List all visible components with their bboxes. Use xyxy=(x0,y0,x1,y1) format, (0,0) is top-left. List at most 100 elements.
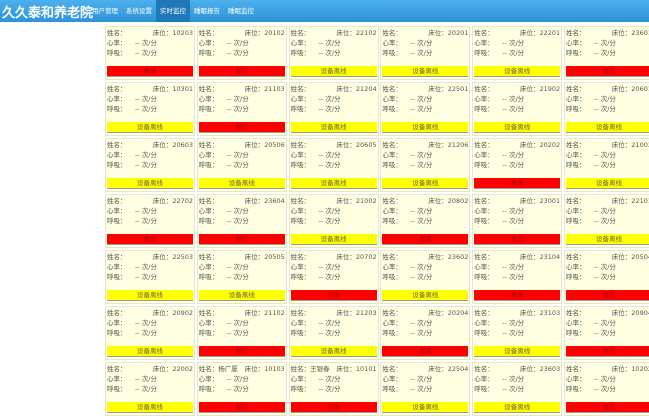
nav-item-0[interactable]: 用户管理 xyxy=(92,7,118,15)
bed-card[interactable]: 姓名： 床位：21203 心率： -- 次/分 呼吸： -- 次/分 设备离线 xyxy=(288,306,379,360)
name-label: 姓名： xyxy=(290,253,311,261)
bed-card[interactable]: 姓名： 床位：23601 心率： -- 次/分 呼吸： -- 次/分 离床 xyxy=(563,26,649,80)
heart-rate: -- 次/分 xyxy=(410,319,433,327)
bed-card[interactable]: 姓名： 床位：20603 心率： -- 次/分 呼吸： -- 次/分 设备离线 xyxy=(105,138,195,192)
name-label: 姓名： xyxy=(382,197,402,205)
bed-card[interactable]: 姓名： 床位：21102 心率： -- 次/分 呼吸： -- 次/分 离床 xyxy=(196,306,287,360)
name-label: 姓名： xyxy=(565,141,586,149)
breath-label: 呼吸： xyxy=(565,105,586,113)
name-label: 姓名： xyxy=(565,365,586,373)
heart-rate: -- 次/分 xyxy=(410,375,433,383)
bed-number: 10101 xyxy=(355,365,377,373)
bed-card[interactable]: 姓名： 床位：23103 心率： -- 次/分 呼吸： -- 次/分 设备离线 xyxy=(472,306,563,360)
bed-card[interactable]: 姓名：床位：10202 心率：-- 次/分 呼吸：-- 次/分 离床 xyxy=(563,362,649,416)
bed-card[interactable]: 姓名： 床位：22002 心率： -- 次/分 呼吸： -- 次/分 设备离线 xyxy=(105,362,195,416)
breath-label: 呼吸： xyxy=(382,273,402,281)
breath-rate: -- 次/分 xyxy=(318,273,341,281)
resident-name: 杨广厦 xyxy=(218,365,238,373)
status-badge: 设备离线 xyxy=(382,290,469,301)
bed-card[interactable]: 姓名： 床位：20201 心率： -- 次/分 呼吸： -- 次/分 设备离线 xyxy=(380,26,471,80)
bed-number: 20605 xyxy=(355,141,377,149)
bed-card[interactable]: 姓名： 王银春 床位：10101 心率： -- 次/分 呼吸： -- 次/分 离床 xyxy=(288,362,379,416)
bed-card[interactable]: 姓名： 床位：21103 心率： -- 次/分 呼吸： -- 次/分 离床 xyxy=(196,82,287,136)
bed-card[interactable]: 姓名： 床位：10301 心率： -- 次/分 呼吸： -- 次/分 设备离线 xyxy=(105,82,195,136)
bed-card[interactable]: 姓名： 床位：23104 心率： -- 次/分 呼吸： -- 次/分 离床 xyxy=(472,250,563,304)
heart-label: 心率： xyxy=(198,95,219,103)
bed-card[interactable]: 姓名： 床位：20102 心率： -- 次/分 呼吸： -- 次/分 离床 xyxy=(196,26,287,80)
breath-rate: -- 次/分 xyxy=(410,385,433,393)
heart-label: 心率： xyxy=(474,319,494,327)
bed-number: 20201 xyxy=(447,29,469,37)
name-label: 姓名： xyxy=(198,29,219,37)
breath-rate: -- 次/分 xyxy=(502,161,525,169)
heart-label: 心率： xyxy=(565,319,586,327)
nav-item-4[interactable]: 睡眠监控 xyxy=(228,7,254,15)
bed-card[interactable]: 姓名： 床位：23001 心率： -- 次/分 呼吸： -- 次/分 离床 xyxy=(472,194,563,248)
bed-label: 床位： xyxy=(244,253,265,261)
bed-label: 床位： xyxy=(611,253,632,261)
heart-rate: -- 次/分 xyxy=(135,39,157,47)
breath-label: 呼吸： xyxy=(290,217,311,225)
bed-card[interactable]: 姓名： 床位：23604 心率： -- 次/分 呼吸： -- 次/分 离床 xyxy=(196,194,287,248)
name-label: 姓名： xyxy=(198,365,219,373)
bed-number: 21102 xyxy=(264,309,285,317)
bed-card[interactable]: 姓名： 床位：20902 心率： -- 次/分 呼吸： -- 次/分 设备离线 xyxy=(105,306,195,360)
nav-item-2[interactable]: 实时监控 xyxy=(156,0,190,22)
heart-label: 心率： xyxy=(565,207,586,215)
bed-card[interactable]: 姓名： 床位：22501 心率： -- 次/分 呼吸： -- 次/分 设备离线 xyxy=(380,82,471,136)
bed-card[interactable]: 姓名： 床位：22102 心率： -- 次/分 呼吸： -- 次/分 设备离线 xyxy=(288,26,379,80)
name-label: 姓名： xyxy=(565,85,586,93)
bed-card[interactable]: 姓名： 床位：20504 心率： -- 次/分 呼吸： -- 次/分 离床 xyxy=(563,250,649,304)
bed-number: 23603 xyxy=(539,365,561,373)
bed-card[interactable]: 姓名： 床位：22702 心率： -- 次/分 呼吸： -- 次/分 离床 xyxy=(105,194,195,248)
breath-rate: -- 次/分 xyxy=(502,329,525,337)
bed-card[interactable]: 姓名： 床位：22503 心率： -- 次/分 呼吸： -- 次/分 设备离线 xyxy=(105,250,195,304)
bed-card[interactable]: 姓名： 床位：20802 心率： -- 次/分 呼吸： -- 次/分 离床 xyxy=(380,194,471,248)
bed-number: 21206 xyxy=(447,141,469,149)
status-badge: 设备离线 xyxy=(290,178,377,189)
bed-card[interactable]: 姓名： 床位：21204 心率： -- 次/分 呼吸： -- 次/分 设备离线 xyxy=(288,82,379,136)
bed-card[interactable]: 姓名： 床位：22101 心率： -- 次/分 呼吸： -- 次/分 设备离线 xyxy=(563,194,649,248)
heart-rate: -- 次/分 xyxy=(318,39,341,47)
bed-number: 21003 xyxy=(631,141,649,149)
breath-rate: -- 次/分 xyxy=(135,105,157,113)
bed-card[interactable]: 姓名： 床位：21002 心率： -- 次/分 呼吸： -- 次/分 设备离线 xyxy=(288,194,379,248)
status-badge: 离床 xyxy=(107,66,193,77)
nav-item-3[interactable]: 睡眠报告 xyxy=(194,7,220,15)
bed-card[interactable]: 姓名： 床位：20204 心率： -- 次/分 呼吸： -- 次/分 离床 xyxy=(380,306,471,360)
bed-card[interactable]: 姓名： 床位：20601 心率： -- 次/分 呼吸： -- 次/分 设备离线 xyxy=(563,82,649,136)
bed-number: 23604 xyxy=(264,197,285,205)
bed-label: 床位： xyxy=(152,253,173,261)
bed-number: 10301 xyxy=(172,85,193,93)
name-label: 姓名： xyxy=(290,85,311,93)
bed-number: 20506 xyxy=(264,141,285,149)
bed-label: 床位： xyxy=(244,197,265,205)
bed-card[interactable]: 姓名： 床位：22201 心率： -- 次/分 呼吸： -- 次/分 设备离线 xyxy=(472,26,563,80)
status-badge: 离床 xyxy=(565,346,649,357)
bed-card[interactable]: 姓名： 床位：23603 心率： -- 次/分 呼吸： -- 次/分 设备离线 xyxy=(472,362,563,416)
bed-card[interactable]: 姓名： 床位：20702 心率： -- 次/分 呼吸： -- 次/分 离床 xyxy=(288,250,379,304)
bed-card[interactable]: 姓名： 床位：21003 心率： -- 次/分 呼吸： -- 次/分 设备离线 xyxy=(563,138,649,192)
bed-card[interactable]: 姓名： 床位：22504 心率： -- 次/分 呼吸： -- 次/分 设备离线 xyxy=(380,362,471,416)
breath-rate: -- 次/分 xyxy=(502,105,525,113)
bed-label: 床位： xyxy=(611,309,632,317)
heart-label: 心率： xyxy=(290,207,311,215)
bed-card[interactable]: 姓名： 杨广厦 床位：10103 心率： -- 次/分 呼吸： -- 次/分 离床 xyxy=(196,362,287,416)
breath-label: 呼吸： xyxy=(565,217,586,225)
bed-card[interactable]: 姓名： 床位：10203 心率： -- 次/分 呼吸： -- 次/分 离床 xyxy=(105,26,195,80)
name-label: 姓名： xyxy=(565,253,586,261)
bed-card[interactable]: 姓名： 床位：20605 心率： -- 次/分 呼吸： -- 次/分 设备离线 xyxy=(288,138,379,192)
breath-rate: -- 次/分 xyxy=(226,385,249,393)
bed-card[interactable]: 姓名： 床位：21206 心率： -- 次/分 呼吸： -- 次/分 设备离线 xyxy=(380,138,471,192)
bed-label: 床位： xyxy=(244,85,265,93)
bed-card[interactable]: 姓名： 床位：21902 心率： -- 次/分 呼吸： -- 次/分 设备离线 xyxy=(472,82,563,136)
heart-rate: -- 次/分 xyxy=(502,207,525,215)
bed-card[interactable]: 姓名： 床位：20505 心率： -- 次/分 呼吸： -- 次/分 设备离线 xyxy=(196,250,287,304)
nav-item-1[interactable]: 系统设置 xyxy=(126,7,152,15)
heart-label: 心率： xyxy=(290,375,311,383)
bed-card[interactable]: 姓名： 床位：23602 心率： -- 次/分 呼吸： -- 次/分 设备离线 xyxy=(380,250,471,304)
bed-card[interactable]: 姓名： 床位：20904 心率： -- 次/分 呼吸： -- 次/分 离床 xyxy=(563,306,649,360)
bed-card[interactable]: 姓名： 床位：20506 心率： -- 次/分 呼吸： -- 次/分 设备离线 xyxy=(196,138,287,192)
bed-label: 床位： xyxy=(611,29,632,37)
bed-card[interactable]: 姓名： 床位：20202 心率： -- 次/分 呼吸： -- 次/分 离床 xyxy=(472,138,563,192)
